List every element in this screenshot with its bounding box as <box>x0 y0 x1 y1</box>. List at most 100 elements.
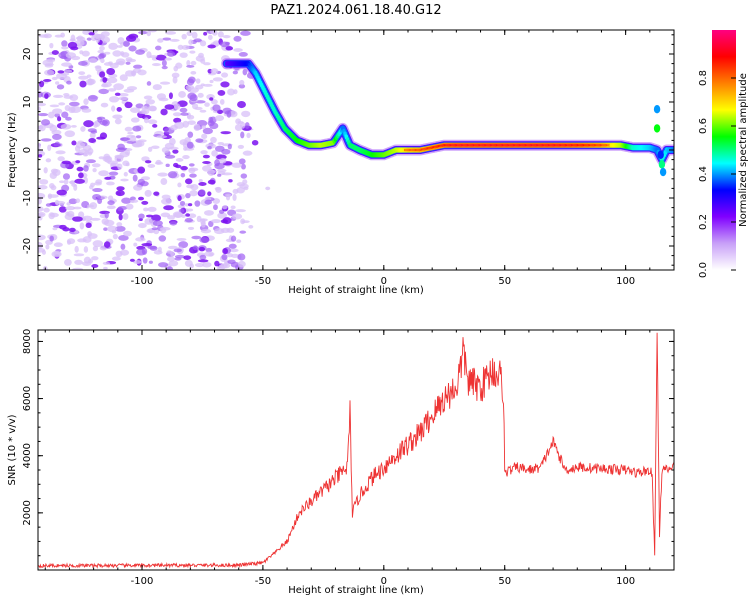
noise-blob <box>96 116 106 120</box>
snr-panel: -100 -50 0 50 100 2000 4000 6000 8000 Height of… <box>7 329 675 596</box>
noise-blob <box>147 119 158 125</box>
noise-blob <box>81 108 92 113</box>
noise-blob <box>132 174 138 182</box>
y-tick-label: 2000 <box>22 500 33 525</box>
noise-blob <box>160 227 167 234</box>
noise-blob <box>242 68 248 76</box>
noise-blob <box>219 99 225 105</box>
noise-blob <box>66 210 75 218</box>
noise-blob <box>217 168 227 173</box>
noise-blob <box>61 160 71 165</box>
noise-blob <box>70 124 77 128</box>
noise-blob <box>108 42 118 50</box>
noise-blob <box>187 226 195 230</box>
noise-blob <box>99 71 106 78</box>
noise-blob <box>101 81 112 88</box>
noise-blob <box>87 233 98 239</box>
noise-blob <box>91 256 99 261</box>
noise-blob <box>86 74 92 78</box>
noise-blob <box>92 188 103 193</box>
noise-blob <box>213 204 218 211</box>
noise-blob <box>99 45 105 51</box>
noise-blob <box>195 55 205 62</box>
noise-blob <box>210 99 218 105</box>
noise-blob <box>100 31 110 37</box>
noise-blob <box>158 235 167 242</box>
noise-blob <box>222 217 232 225</box>
noise-blob <box>118 92 129 97</box>
noise-blob <box>123 40 130 47</box>
noise-blob <box>173 117 182 123</box>
noise-blob <box>44 69 55 76</box>
noise-blob <box>112 50 122 57</box>
noise-blob <box>116 107 122 112</box>
noise-blob <box>129 107 140 113</box>
noise-blob <box>38 206 44 212</box>
noise-blob <box>115 58 126 65</box>
noise-blob <box>120 249 130 256</box>
noise-blob <box>130 135 137 142</box>
noise-blob <box>153 191 160 196</box>
noise-blob <box>108 96 120 103</box>
noise-blob <box>187 120 196 125</box>
noise-blob <box>138 213 145 219</box>
noise-blob <box>186 141 194 149</box>
noise-blob <box>95 65 102 72</box>
noise-blob <box>66 80 72 85</box>
noise-blob <box>182 155 190 160</box>
noise-blob <box>47 111 55 119</box>
noise-blob <box>186 65 195 68</box>
noise-blob <box>65 116 72 121</box>
noise-blob <box>47 144 52 152</box>
noise-blob <box>108 61 113 65</box>
noise-blob <box>160 108 168 116</box>
noise-blob <box>78 172 84 179</box>
noise-blob <box>72 267 84 270</box>
x-tick-label: -100 <box>131 276 154 287</box>
noise-blob <box>154 161 164 165</box>
noise-blob <box>235 118 242 125</box>
noise-blob <box>89 217 101 221</box>
noise-blob <box>44 93 49 100</box>
noise-blob <box>226 110 232 118</box>
noise-blob <box>46 58 56 63</box>
noise-blob <box>169 38 180 42</box>
noise-blob <box>143 117 149 124</box>
noise-blob <box>51 133 62 141</box>
noise-blob <box>38 106 41 111</box>
x-tick-label: -50 <box>255 276 271 287</box>
noise-blob <box>79 80 87 88</box>
noise-blob <box>102 76 108 83</box>
noise-blob <box>189 94 198 102</box>
noise-blob <box>88 32 95 36</box>
snr-series-line <box>38 332 674 569</box>
noise-blob <box>141 107 150 115</box>
noise-blob <box>106 67 116 75</box>
noise-blob <box>103 241 111 248</box>
noise-blob <box>83 256 92 264</box>
noise-blob <box>240 131 245 139</box>
noise-blob <box>125 61 131 65</box>
noise-blob <box>239 79 245 86</box>
noise-blob <box>92 168 97 173</box>
noise-blob <box>87 78 96 85</box>
spectrogram-x-ticks: -100 -50 0 50 100 <box>44 30 675 287</box>
noise-blob <box>78 211 85 219</box>
noise-blob <box>212 40 221 47</box>
noise-blob <box>180 166 188 171</box>
x-tick-label: -100 <box>131 576 154 587</box>
noise-blob <box>159 81 171 85</box>
noise-blob <box>199 109 207 113</box>
noise-blob <box>172 149 179 154</box>
spectrogram-y-label: Frequency (Hz) <box>7 112 18 188</box>
noise-blob <box>64 130 76 138</box>
noise-blob <box>91 163 101 168</box>
noise-blob <box>186 78 195 86</box>
noise-blob <box>158 262 169 268</box>
noise-blob <box>68 106 76 114</box>
noise-blob <box>161 194 171 200</box>
noise-blob <box>100 58 105 64</box>
noise-blob <box>45 158 52 163</box>
noise-blob <box>49 235 54 242</box>
noise-blob <box>53 143 62 147</box>
